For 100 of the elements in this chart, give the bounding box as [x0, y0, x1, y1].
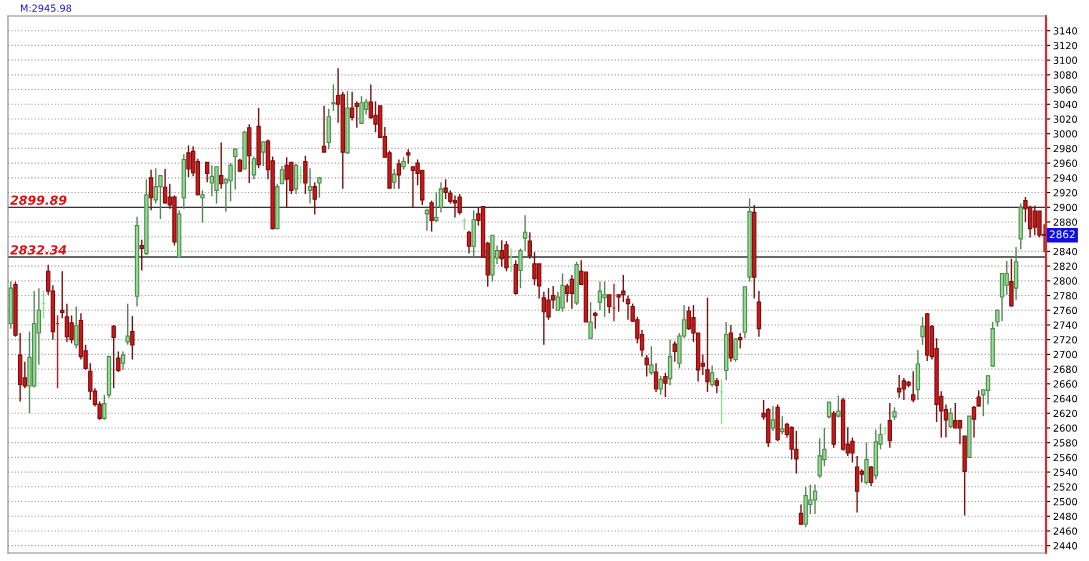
- candlestick: [896, 374, 902, 399]
- y-tick-label: 2740: [1053, 321, 1078, 329]
- candlestick: [392, 168, 397, 190]
- candlestick: [354, 100, 359, 129]
- y-tick-label: 3040: [1053, 100, 1078, 109]
- candlestick: [219, 141, 224, 190]
- y-tick-label: 2700: [1053, 350, 1078, 359]
- y-tick-label: 3100: [1053, 56, 1078, 64]
- candlestick: [798, 503, 804, 526]
- candlestick: [887, 402, 893, 449]
- y-tick-label: 3080: [1053, 71, 1078, 79]
- candlestick: [452, 194, 458, 219]
- y-tick-label: 2840: [1053, 247, 1078, 256]
- candlestick: [214, 166, 219, 205]
- y-tick-label: 2800: [1053, 277, 1078, 285]
- candlestick: [560, 272, 565, 313]
- candlestick: [457, 193, 462, 216]
- candlestick: [64, 302, 70, 343]
- y-tick-label: 2680: [1053, 365, 1078, 373]
- candlestick: [705, 297, 710, 393]
- candlestick: [312, 181, 317, 216]
- candlestick: [649, 345, 654, 376]
- y-tick-label: 2520: [1053, 483, 1078, 491]
- candlestick: [565, 283, 570, 303]
- candlestick: [836, 394, 841, 419]
- candlestick: [602, 280, 607, 318]
- y-tick-label: 2780: [1053, 292, 1078, 300]
- candlestick: [770, 405, 776, 432]
- y-tick-label: 3140: [1053, 27, 1078, 35]
- y-tick-label: 2560: [1053, 453, 1078, 462]
- candlestick: [186, 144, 191, 178]
- candlestick: [424, 208, 430, 232]
- y-tick-label: 2580: [1053, 439, 1078, 447]
- y-tick-label: 2660: [1053, 380, 1078, 388]
- candlestick: [331, 83, 336, 112]
- candlestick: [130, 315, 135, 361]
- candlestick: [349, 91, 355, 122]
- y-tick-label: 2720: [1053, 336, 1078, 344]
- candlestick: [985, 374, 991, 406]
- y-tick-label: 2460: [1053, 527, 1078, 535]
- y-tick-label: 2820: [1053, 262, 1078, 270]
- candlestick: [672, 340, 677, 363]
- candlestick: [321, 105, 327, 153]
- y-tick-label: 2920: [1053, 189, 1078, 197]
- candlestick: [653, 362, 659, 393]
- candlestick: [588, 301, 593, 340]
- candlestick: [868, 465, 874, 487]
- candlestick: [597, 280, 603, 311]
- candlestick: [429, 199, 434, 233]
- candlestick: [953, 402, 958, 429]
- candlestick: [228, 162, 233, 203]
- candlestick: [396, 158, 402, 190]
- candlestick: [443, 178, 448, 200]
- candlestick: [541, 291, 547, 346]
- y-tick-label: 2880: [1053, 218, 1078, 226]
- candlestick: [74, 305, 79, 350]
- candlestick: [434, 191, 439, 223]
- candlestick: [663, 372, 668, 398]
- candlestick: [293, 163, 299, 195]
- candlestick: [148, 169, 154, 211]
- y-tick-label: 3020: [1053, 115, 1078, 123]
- candlestick: [307, 167, 313, 205]
- candlestick: [920, 316, 925, 346]
- ref-line-label: 2899.89: [10, 195, 67, 205]
- candlestick: [317, 176, 322, 199]
- candlestick: [251, 155, 257, 181]
- text: M:2945.98: [20, 4, 72, 12]
- candlestick: [780, 415, 785, 436]
- y-tick-label: 2440: [1053, 542, 1078, 550]
- candlestick: [233, 147, 238, 191]
- candlestick: [102, 394, 107, 421]
- y-tick-label: 2940: [1053, 174, 1078, 182]
- candlestick: [209, 164, 215, 197]
- y-tick-label: 2960: [1053, 159, 1078, 167]
- candlestick: [120, 350, 126, 371]
- y-tick-label: 2600: [1053, 424, 1078, 432]
- candlestick: [901, 377, 907, 401]
- candlestick: [204, 161, 210, 183]
- candlestick: [911, 370, 916, 403]
- candlestick: [999, 272, 1005, 322]
- y-tick-label: 2900: [1053, 203, 1078, 212]
- y-tick-label: 2620: [1053, 409, 1078, 418]
- candlestick: [438, 181, 444, 214]
- candlestick: [162, 168, 168, 205]
- y-tick-label: 2480: [1053, 512, 1078, 521]
- candlestick: [667, 338, 673, 386]
- y-tick-label: 3000: [1053, 130, 1078, 138]
- y-tick-label: 3060: [1053, 86, 1078, 94]
- candlestick: [733, 337, 738, 363]
- candlestick: [116, 350, 121, 373]
- candlestick: [532, 251, 537, 286]
- annotation: 2862: [1049, 230, 1075, 239]
- y-tick-label: 3120: [1053, 41, 1078, 50]
- candlestick: [709, 364, 715, 388]
- ref-line-label: 2832.34: [10, 245, 67, 255]
- candlestick: [410, 166, 416, 209]
- candlestick: [527, 231, 532, 260]
- candlestick: [948, 407, 953, 429]
- candlestick: [1004, 260, 1009, 296]
- y-tick-label: 2980: [1053, 144, 1078, 153]
